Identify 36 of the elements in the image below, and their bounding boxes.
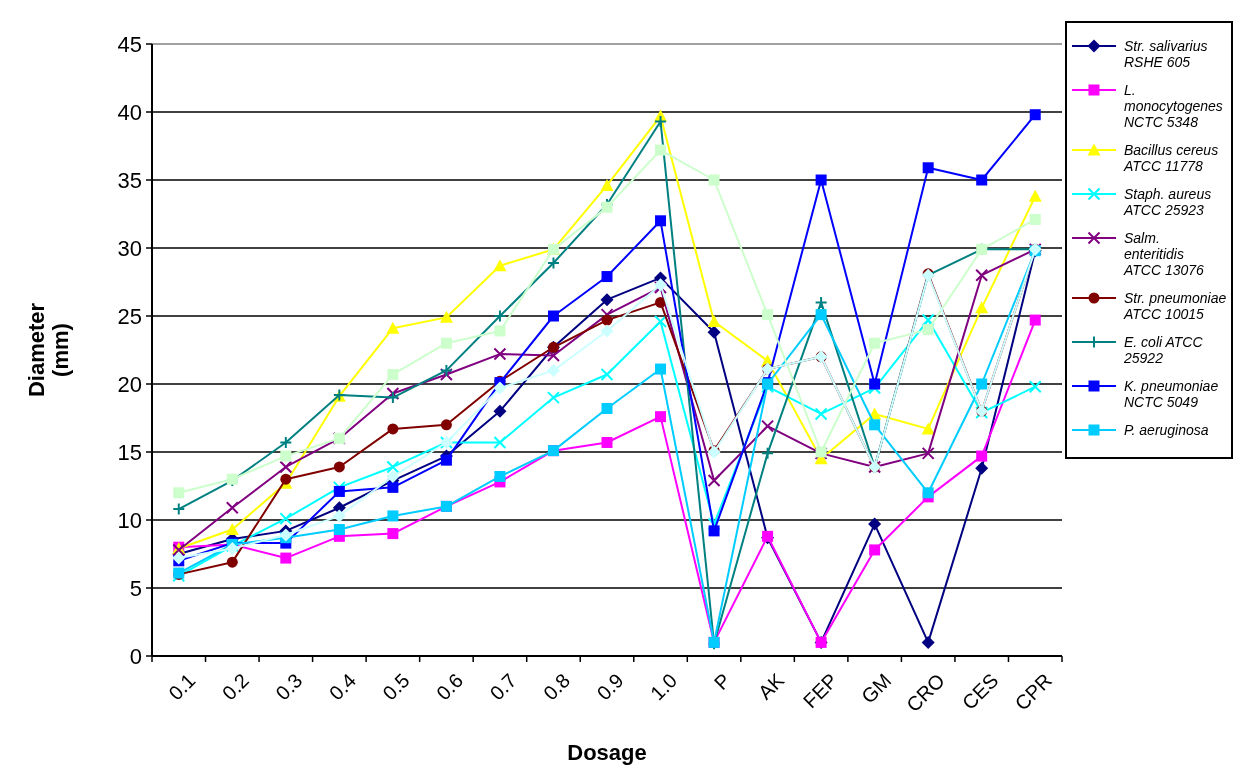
y-axis-title: Diameter (mm) — [23, 302, 73, 398]
legend-label: Bacillus cereus ATCC 11778 — [1123, 142, 1219, 174]
y-tick-label: 40 — [117, 99, 142, 125]
y-tick-label: 10 — [117, 507, 142, 533]
x-tick-label: 0.2 — [217, 669, 254, 705]
legend-label: E. coli ATCC 25922 — [1123, 334, 1204, 366]
legend-label: Str. pneumoniae ATCC 10015 — [1123, 290, 1227, 322]
x-tick-label: 0.1 — [164, 669, 200, 705]
legend-label: P. aeruginosa — [1124, 422, 1209, 438]
x-tick-label: 0.3 — [271, 669, 307, 705]
x-tick-label: GM — [857, 669, 896, 708]
x-tick-label: 0.6 — [431, 669, 468, 705]
y-tick-label: 20 — [117, 371, 142, 397]
y-tick-label: 45 — [117, 31, 142, 57]
legend-label: Str. salivarius RSHE 605 — [1124, 38, 1208, 70]
x-tick-label: 0.7 — [485, 669, 521, 705]
x-tick-label: CES — [957, 669, 1003, 714]
y-tick-label: 30 — [117, 235, 142, 261]
y-tick-label: 25 — [117, 303, 142, 329]
x-tick-label: 1.0 — [646, 669, 682, 705]
y-tick-label: 5 — [129, 575, 142, 601]
x-tick-label: 0.9 — [592, 669, 628, 705]
legend-label: Salm. enteritidis ATCC 13076 — [1123, 230, 1205, 278]
legend-label: Staph. aureus ATCC 25923 — [1123, 186, 1212, 218]
legend-label: L. monocytogenes NCTC 5348 — [1124, 82, 1223, 130]
x-tick-label: FEP — [798, 669, 842, 713]
y-tick-label: 15 — [117, 439, 142, 465]
x-tick-label: 0.4 — [324, 669, 361, 705]
y-tick-label: 35 — [117, 167, 142, 193]
x-tick-label: 0.5 — [378, 669, 414, 705]
x-tick-label: AK — [753, 668, 789, 704]
y-tick-label: 0 — [129, 643, 142, 669]
x-tick-label: P — [709, 669, 735, 695]
x-axis-title: Dosage — [567, 740, 647, 765]
legend-label: K. pneumoniae NCTC 5049 — [1124, 378, 1219, 410]
x-tick-label: 0.8 — [538, 669, 575, 705]
